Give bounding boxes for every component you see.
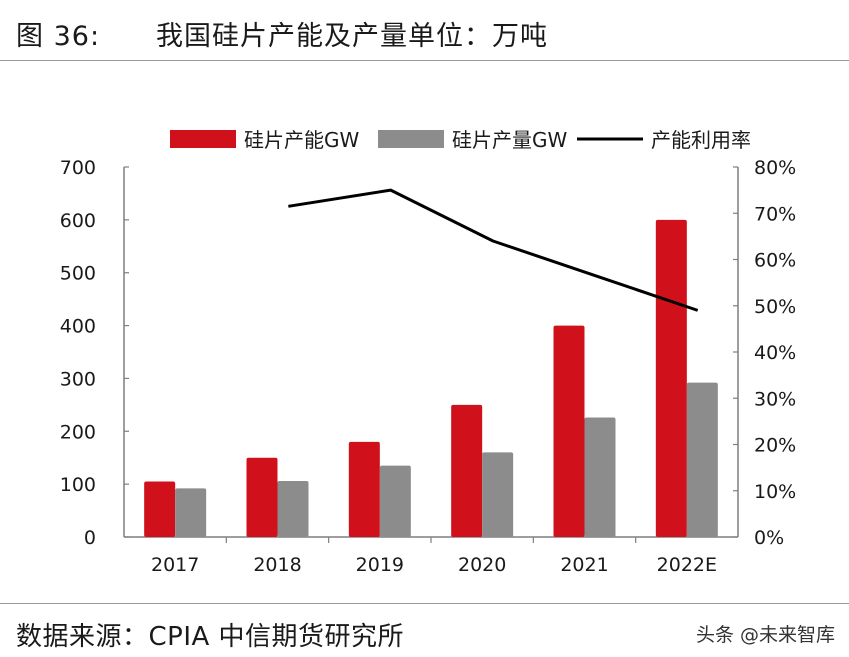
right-tick-label: 60% (754, 250, 796, 272)
bar-production (584, 417, 616, 537)
right-tick-label: 70% (754, 203, 796, 225)
left-tick-label: 0 (84, 527, 96, 549)
x-tick-label: 2022E (657, 554, 717, 576)
right-tick-label: 50% (754, 296, 796, 318)
bar-production (686, 382, 718, 537)
right-tick-label: 0% (754, 527, 784, 549)
bar-production (175, 488, 207, 537)
right-tick-label: 10% (754, 481, 796, 503)
left-tick-label: 700 (60, 157, 96, 179)
left-tick-label: 200 (60, 421, 96, 443)
line-utilization (288, 188, 699, 312)
bar-capacity (348, 441, 380, 537)
bar-production (277, 480, 309, 537)
x-tick-label: 2020 (458, 554, 506, 576)
legend-swatch-production (378, 130, 444, 148)
left-tick-label: 100 (60, 474, 96, 496)
right-tick-label: 20% (754, 435, 796, 457)
left-tick-label: 600 (60, 210, 96, 232)
figure-header: 图 36: 我国硅片产能及产量单位：万吨 (0, 0, 849, 62)
bar-capacity (246, 457, 278, 537)
x-tick-label: 2019 (356, 554, 404, 576)
left-tick-label: 400 (60, 316, 96, 338)
x-tick-label: 2021 (560, 554, 608, 576)
x-tick-label: 2017 (151, 554, 199, 576)
legend-swatch-capacity (170, 130, 236, 148)
right-tick-label: 80% (754, 157, 796, 179)
x-tick-label: 2018 (253, 554, 301, 576)
bar-capacity (655, 219, 687, 537)
bar-production (379, 465, 411, 537)
figure-label: 图 36: (16, 21, 101, 52)
header-divider (0, 60, 849, 61)
chart: 0 100 200 300 400 500 600 700 0% 10% 20% 30% 40% 50% 6… (60, 128, 797, 576)
bar-capacity (553, 325, 585, 537)
bar-capacity (451, 404, 483, 537)
right-tick-label: 30% (754, 388, 796, 410)
watermark: 头条 @未来智库 (695, 624, 835, 646)
left-tick-label: 300 (60, 368, 96, 390)
legend-label-capacity: 硅片产能GW (244, 128, 359, 152)
bar-capacity (144, 481, 176, 537)
source-note: 数据来源：CPIA 中信期货研究所 (16, 622, 405, 652)
right-tick-label: 40% (754, 342, 796, 364)
bar-production (482, 452, 514, 537)
left-tick-label: 500 (60, 263, 96, 285)
legend-label-production: 硅片产量GW (452, 128, 567, 152)
figure-footer: 数据来源：CPIA 中信期货研究所 头条 @未来智库 (0, 604, 849, 657)
figure-title: 我国硅片产能及产量单位：万吨 (156, 21, 548, 52)
legend-label-utilization: 产能利用率 (651, 128, 751, 152)
footer-divider (0, 603, 849, 604)
